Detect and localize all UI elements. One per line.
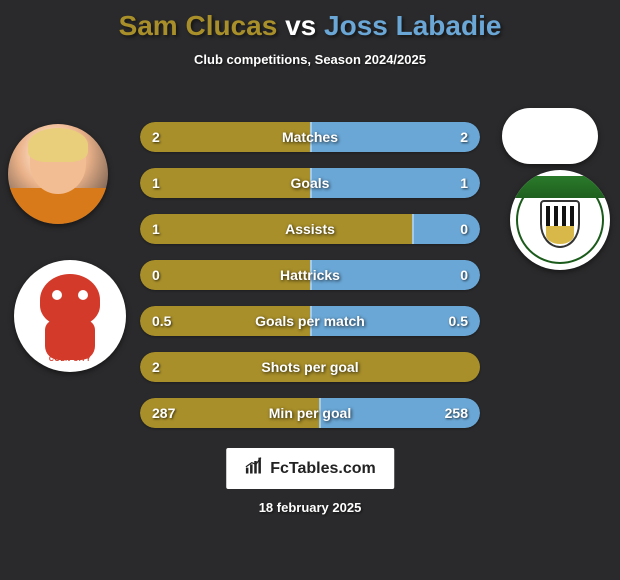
crest-face xyxy=(40,274,100,326)
bar-left xyxy=(140,122,310,152)
value-right: 2 xyxy=(460,129,468,145)
bar-left xyxy=(140,352,480,382)
bar-divider xyxy=(310,168,312,198)
vs-text: vs xyxy=(285,10,316,41)
bar-left xyxy=(140,168,310,198)
value-right: 258 xyxy=(445,405,468,421)
stat-row-goals: 11Goals xyxy=(140,168,480,198)
bar-right xyxy=(310,122,480,152)
stat-row-matches: 22Matches xyxy=(140,122,480,152)
player1-avatar xyxy=(8,124,108,224)
player2-name: Joss Labadie xyxy=(324,10,501,41)
branding-text: FcTables.com xyxy=(270,460,376,478)
stat-row-goals-per-match: 0.50.5Goals per match xyxy=(140,306,480,336)
infographic-date: 18 february 2025 xyxy=(0,500,620,515)
player1-hair xyxy=(28,128,88,162)
bar-divider xyxy=(310,260,312,290)
player2-club-crest xyxy=(510,170,610,270)
stat-row-hattricks: 00Hattricks xyxy=(140,260,480,290)
bar-divider xyxy=(310,122,312,152)
crest1-text: COLN CITY xyxy=(32,356,108,363)
value-right: 0 xyxy=(460,221,468,237)
crest2-shield xyxy=(540,200,580,248)
player1-name: Sam Clucas xyxy=(119,10,278,41)
bar-divider xyxy=(412,214,414,244)
player1-club-crest: COLN CITY xyxy=(14,260,126,372)
branding-badge[interactable]: FcTables.com xyxy=(226,448,394,489)
player2-avatar xyxy=(502,108,598,164)
value-right: 0 xyxy=(460,267,468,283)
bar-divider xyxy=(319,398,321,428)
bar-right xyxy=(412,214,480,244)
value-left: 1 xyxy=(152,175,160,191)
value-left: 287 xyxy=(152,405,175,421)
subtitle: Club competitions, Season 2024/2025 xyxy=(0,52,620,67)
value-left: 0.5 xyxy=(152,313,171,329)
bar-right xyxy=(310,168,480,198)
comparison-bars: 22Matches11Goals10Assists00Hattricks0.50… xyxy=(140,122,480,444)
page-title: Sam Clucas vs Joss Labadie xyxy=(0,0,620,42)
value-right: 0.5 xyxy=(449,313,468,329)
bar-left xyxy=(140,260,310,290)
bar-divider xyxy=(310,306,312,336)
stat-row-assists: 10Assists xyxy=(140,214,480,244)
stat-row-min-per-goal: 287258Min per goal xyxy=(140,398,480,428)
value-left: 0 xyxy=(152,267,160,283)
bar-chart-icon xyxy=(244,456,264,481)
bar-left xyxy=(140,214,412,244)
value-right: 1 xyxy=(460,175,468,191)
stat-row-shots-per-goal: 2Shots per goal xyxy=(140,352,480,382)
value-left: 1 xyxy=(152,221,160,237)
value-left: 2 xyxy=(152,129,160,145)
bar-right xyxy=(310,260,480,290)
value-left: 2 xyxy=(152,359,160,375)
